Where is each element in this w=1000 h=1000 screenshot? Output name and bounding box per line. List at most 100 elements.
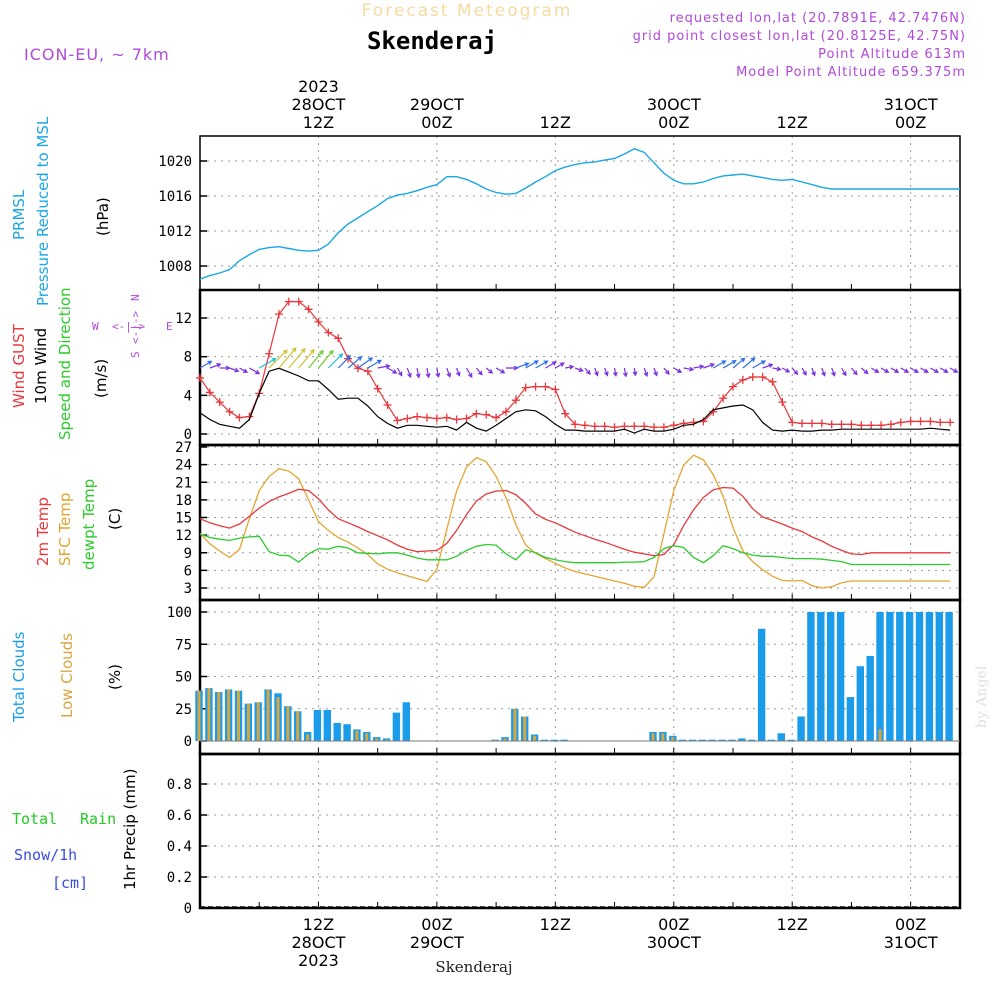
top-time-label: 28OCT xyxy=(291,95,345,114)
bottom-time-label: 00Z xyxy=(895,915,926,934)
wind-arrow xyxy=(515,362,530,369)
y-tick-label: 15 xyxy=(175,511,192,527)
gust-marker xyxy=(284,297,293,306)
wind-arrow xyxy=(446,367,452,378)
gust-marker xyxy=(936,418,945,427)
wind-arrow xyxy=(209,363,222,369)
gust-marker xyxy=(610,423,619,432)
compass-south: S xyxy=(129,351,142,358)
wind-arrow xyxy=(821,367,826,377)
cloud-unit: (%) xyxy=(106,664,124,690)
wind-arrow xyxy=(949,367,959,373)
wind-arrow xyxy=(535,360,549,369)
gust-marker xyxy=(432,414,441,423)
total-cloud-bar xyxy=(797,716,805,741)
y-tick-label: 27 xyxy=(175,440,192,456)
bottom-location: Skenderaj xyxy=(435,958,512,976)
gust-marker xyxy=(659,423,668,432)
wind-arrow xyxy=(920,367,929,373)
gust-marker xyxy=(896,418,905,427)
panel-frame xyxy=(198,288,962,447)
gust-marker xyxy=(225,407,234,416)
wind-arrow xyxy=(347,355,363,369)
gust-marker xyxy=(778,398,787,407)
gust-line xyxy=(199,301,951,428)
bottom-time-label: 29OCT xyxy=(410,933,464,952)
gust-marker xyxy=(916,417,925,426)
low-cloud-bar xyxy=(256,702,260,741)
top-time-label: 12Z xyxy=(540,113,571,132)
compass-horizontal: <-|-> xyxy=(112,320,145,333)
total-cloud-bar xyxy=(827,612,835,741)
total-cloud-bar xyxy=(896,612,904,741)
gust-marker xyxy=(462,414,471,423)
gust-marker xyxy=(758,372,767,381)
total-cloud-bar xyxy=(343,724,351,741)
wind-arrow xyxy=(465,367,473,379)
temp-unit: (C) xyxy=(106,508,124,530)
low-cloud-bar xyxy=(651,733,655,741)
total-cloud-bar xyxy=(807,612,815,741)
total-cloud-bar xyxy=(866,655,874,741)
gust-marker xyxy=(679,419,688,428)
y-tick-label: 0 xyxy=(184,901,192,917)
model-altitude: Model Point Altitude 659.375m xyxy=(736,65,966,80)
wind-arrow xyxy=(495,367,506,374)
gust-marker xyxy=(867,421,876,430)
y-tick-label: 21 xyxy=(175,475,192,491)
gust-marker xyxy=(304,305,313,314)
gust-marker xyxy=(748,372,757,381)
wind-arrow xyxy=(435,367,441,379)
low-cloud-bar xyxy=(503,738,507,741)
gust-marker xyxy=(196,373,204,382)
bottom-time-label: 2023 xyxy=(298,951,339,970)
wind-arrow xyxy=(683,366,695,372)
total-cloud-bar xyxy=(886,612,894,741)
y-tick-label: 12 xyxy=(175,528,192,544)
wind-arrow xyxy=(199,360,213,369)
wind-arrow xyxy=(268,349,288,369)
gust-marker xyxy=(630,422,639,431)
wind-arrow xyxy=(219,365,231,371)
low-cloud-bar xyxy=(385,739,389,741)
wind-arrow xyxy=(327,352,344,369)
wind-arrow xyxy=(831,367,836,377)
dewpt-temp-line xyxy=(199,533,951,566)
gust-marker xyxy=(551,385,560,394)
compass: N S <-|-> W <-|-> E xyxy=(92,294,173,358)
gust-marker xyxy=(215,398,224,407)
wind-arrow xyxy=(890,367,900,373)
gust-marker xyxy=(561,409,570,418)
gust-marker xyxy=(472,409,481,418)
gust-marker xyxy=(363,367,372,376)
gust-marker xyxy=(541,382,550,391)
y-tick-label: 25 xyxy=(175,702,192,718)
total-cloud-bar xyxy=(323,710,331,741)
wind-arrow xyxy=(930,367,939,373)
wind-arrow xyxy=(545,361,557,369)
low-cloud-bar xyxy=(266,689,270,741)
gust-marker xyxy=(413,412,422,421)
requested-coords: requested lon,lat (20.7891E, 42.7476N) xyxy=(670,11,966,26)
pressure-label-2: Pressure Reduced to MSL xyxy=(34,116,52,306)
bottom-time-label: 12Z xyxy=(540,915,571,934)
gust-marker xyxy=(847,420,856,429)
total-cloud-bar xyxy=(718,739,726,741)
gust-marker xyxy=(235,413,244,422)
gust-marker xyxy=(452,415,461,424)
total-cloud-bar xyxy=(698,739,707,741)
y-tick-label: 8 xyxy=(184,350,192,366)
total-cloud-bar xyxy=(945,612,953,741)
wind-arrow xyxy=(506,365,519,371)
wind-arrow xyxy=(939,367,949,373)
gust-marker xyxy=(946,418,955,427)
wind-arrow xyxy=(632,367,638,377)
low-cloud-bar xyxy=(513,708,517,742)
wind-arrow xyxy=(367,359,382,369)
location-title: Skenderaj xyxy=(367,27,497,55)
gust-marker xyxy=(669,421,678,430)
wind-unit: (m/s) xyxy=(92,359,110,398)
gust-marker xyxy=(294,297,303,306)
gust-marker xyxy=(403,414,412,423)
wind-arrow xyxy=(801,367,807,376)
